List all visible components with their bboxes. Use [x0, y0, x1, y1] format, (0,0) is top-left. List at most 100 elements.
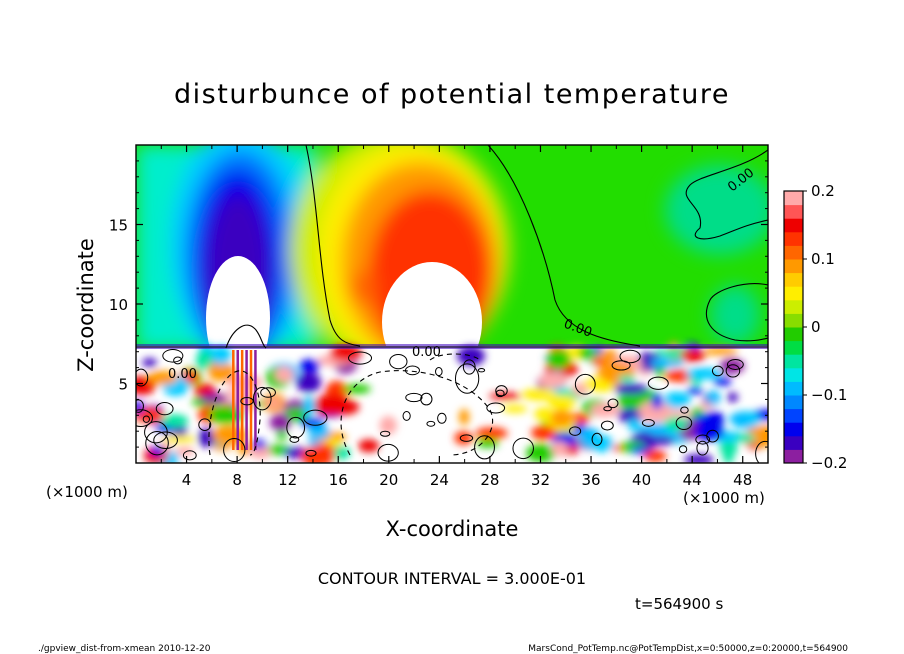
contour-loop — [477, 368, 486, 373]
x-tick-label: 12 — [278, 471, 297, 489]
turbulence-blob — [329, 345, 362, 362]
colorbar-swatch — [784, 231, 803, 246]
turbulence-blob — [735, 433, 756, 443]
colorbar: 0.2 0.1 0 −0.1 −0.2 — [783, 182, 847, 472]
footer-left: ./gpview_dist-from-xmean 2010-12-20 — [38, 644, 211, 654]
contour-loop — [389, 353, 408, 370]
contour-loop — [405, 392, 423, 403]
x-tick-label: 36 — [581, 471, 600, 489]
turbulence-blob — [358, 439, 380, 453]
contour-loop — [755, 440, 768, 463]
turbulence-blob — [342, 384, 371, 394]
turbulence-blob — [207, 362, 236, 382]
contour-loop — [678, 445, 688, 454]
contour-loop — [486, 402, 506, 414]
contour-loop — [459, 434, 474, 442]
turbulence-blob — [664, 391, 691, 409]
contour-loop — [348, 351, 373, 365]
y-tick-label: 15 — [109, 217, 128, 235]
colorbar-swatch — [784, 286, 803, 301]
turbulence-blob — [379, 416, 397, 435]
contour-loop — [454, 363, 480, 394]
turbulence-blob — [160, 414, 189, 428]
turbulence-blob — [686, 387, 703, 395]
turbulence-blob — [476, 438, 499, 448]
colorbar-swatch — [784, 395, 803, 410]
colorbar-swatch — [784, 408, 803, 423]
turbulence-blob — [534, 407, 554, 421]
turbulence-blob — [457, 346, 486, 366]
contour-loop — [680, 406, 689, 414]
y-tick-label: 10 — [109, 296, 128, 314]
contour-loop — [198, 418, 212, 431]
contour-loop — [377, 443, 399, 462]
footer-right: MarsCond_PotTemp.nc@PotTempDist,x=0:5000… — [528, 644, 848, 654]
y-tick-label: 5 — [118, 376, 128, 394]
contour-line — [685, 149, 768, 240]
contour-loop — [402, 410, 411, 421]
turbulence-blob — [458, 408, 470, 426]
turbulence-blob — [142, 358, 157, 368]
colorbar-swatch — [784, 435, 803, 450]
turbulence-blob — [572, 382, 588, 396]
turbulence-blob — [172, 425, 188, 437]
colorbar-swatch — [784, 272, 803, 287]
contour-loop — [725, 364, 741, 378]
x-tick-label: 20 — [379, 471, 398, 489]
contour-lines — [136, 145, 768, 463]
contour-label: 0.00 — [168, 367, 197, 382]
contour-loop — [695, 434, 711, 445]
contour-loop — [600, 420, 614, 431]
turbulence-blob — [546, 349, 571, 369]
turbulence-blob — [617, 374, 636, 383]
contour-loop — [603, 406, 612, 412]
turbulence-blob — [638, 400, 673, 423]
turbulence-blob — [298, 359, 321, 373]
plume-stripe — [240, 350, 244, 450]
contour-line-dashed — [208, 370, 261, 456]
turbulence-blob — [628, 418, 641, 432]
x-tick-label: 4 — [182, 471, 192, 489]
contour-loop — [607, 398, 619, 409]
turbulence-blob — [303, 396, 316, 417]
contour-loop — [426, 420, 436, 427]
contour-line — [225, 324, 267, 349]
contour-loop — [675, 416, 693, 430]
contour-loop — [474, 435, 495, 460]
turbulence-blob — [502, 405, 528, 413]
contour-loop — [726, 359, 744, 370]
turbulence-blob — [212, 345, 231, 366]
contour-loop — [286, 416, 306, 439]
contour-loop — [223, 438, 246, 463]
contour-line-dashed — [340, 370, 494, 456]
colorbar-swatch — [784, 204, 803, 219]
colorbar-tick-label: 0.1 — [811, 250, 835, 268]
turbulence-blob — [550, 409, 574, 427]
colorbar-swatch — [784, 327, 803, 342]
turbulence-blob — [631, 446, 649, 455]
contour-loop — [173, 356, 183, 365]
colorbar-swatch — [784, 449, 803, 464]
turbulence-blob — [269, 413, 292, 432]
turbulence-blob — [611, 445, 623, 452]
y-axis-title: Z-coordinate — [74, 238, 98, 372]
contour-loop — [435, 366, 443, 377]
turbulence-blob — [454, 431, 473, 445]
turbulence-blob — [308, 424, 330, 440]
chart-title: disturbunce of potential temperature — [174, 79, 730, 110]
contour-loop — [647, 376, 669, 390]
contour-line — [705, 283, 768, 342]
x-unit-label: (×1000 m) — [683, 489, 765, 507]
colorbar-swatch — [784, 340, 803, 355]
contour-interval-text: CONTOUR INTERVAL = 3.000E-01 — [318, 569, 586, 588]
time-text: t=564900 s — [635, 595, 723, 613]
colorbar-tick-label: 0 — [811, 318, 821, 336]
x-tick-label: 28 — [480, 471, 499, 489]
x-tick-label: 44 — [683, 471, 702, 489]
turbulent-layer — [136, 341, 768, 463]
contour-loop — [711, 365, 724, 377]
x-tick-label: 32 — [531, 471, 550, 489]
contour-loop — [379, 430, 391, 437]
colorbar-swatch — [784, 259, 803, 274]
